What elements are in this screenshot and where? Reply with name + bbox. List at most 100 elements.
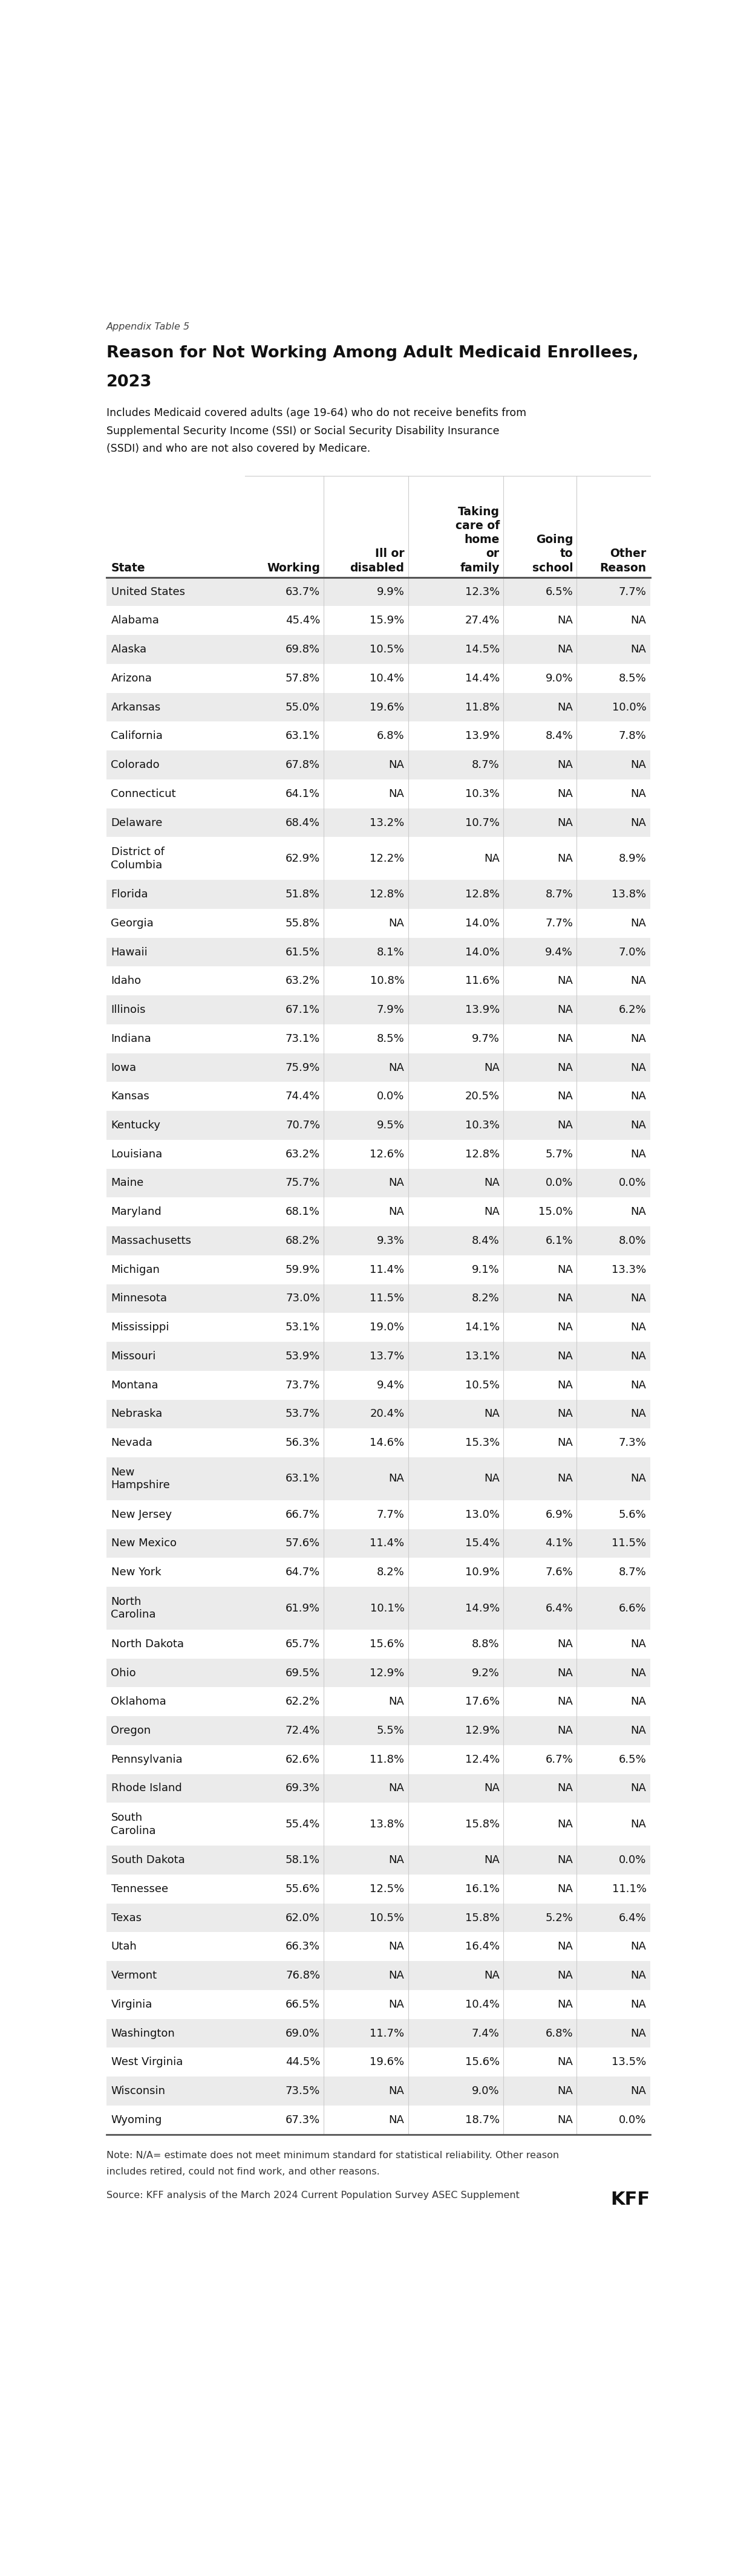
Text: NA: NA — [631, 644, 646, 654]
Bar — [106, 1226, 650, 1255]
Text: NA: NA — [557, 1999, 573, 2009]
Text: NA: NA — [557, 1698, 573, 1708]
Text: 19.6%: 19.6% — [370, 2056, 404, 2069]
Text: 66.7%: 66.7% — [286, 1510, 320, 1520]
Text: 62.2%: 62.2% — [286, 1698, 320, 1708]
Text: 62.6%: 62.6% — [286, 1754, 320, 1765]
Bar — [106, 966, 650, 994]
Text: 13.8%: 13.8% — [612, 889, 646, 899]
Text: NA: NA — [557, 1321, 573, 1332]
Text: 5.5%: 5.5% — [376, 1726, 404, 1736]
Text: 10.5%: 10.5% — [465, 1381, 500, 1391]
Text: 70.7%: 70.7% — [286, 1121, 320, 1131]
Text: 63.1%: 63.1% — [286, 732, 320, 742]
Text: 27.4%: 27.4% — [465, 616, 500, 626]
Text: 68.4%: 68.4% — [286, 817, 320, 827]
Text: 9.0%: 9.0% — [472, 2087, 500, 2097]
Text: 9.5%: 9.5% — [376, 1121, 404, 1131]
Text: Kentucky: Kentucky — [111, 1121, 161, 1131]
Text: Missouri: Missouri — [111, 1350, 156, 1363]
Text: 14.5%: 14.5% — [465, 644, 500, 654]
Bar — [106, 1314, 650, 1342]
Text: Includes Medicaid covered adults (age 19-64) who do not receive benefits from: Includes Medicaid covered adults (age 19… — [106, 407, 526, 420]
Text: NA: NA — [631, 1381, 646, 1391]
Text: 69.5%: 69.5% — [286, 1667, 320, 1680]
Text: 0.0%: 0.0% — [377, 1092, 404, 1103]
Bar — [106, 1687, 650, 1716]
Text: Idaho: Idaho — [111, 976, 141, 987]
Text: NA: NA — [631, 1121, 646, 1131]
Text: NA: NA — [557, 1667, 573, 1680]
Bar — [106, 1530, 650, 1558]
Text: 69.8%: 69.8% — [286, 644, 320, 654]
Text: Reason: Reason — [600, 562, 646, 574]
Text: 10.3%: 10.3% — [465, 788, 500, 799]
Text: NA: NA — [557, 788, 573, 799]
Text: 10.5%: 10.5% — [370, 644, 404, 654]
Bar — [106, 1139, 650, 1170]
Bar — [106, 1499, 650, 1530]
Bar — [106, 1803, 650, 1844]
Text: 12.8%: 12.8% — [465, 1149, 500, 1159]
Text: 8.1%: 8.1% — [377, 948, 404, 958]
Text: Maryland: Maryland — [111, 1206, 162, 1218]
Text: 13.8%: 13.8% — [370, 1819, 404, 1829]
Text: Montana: Montana — [111, 1381, 159, 1391]
Text: Kansas: Kansas — [111, 1092, 150, 1103]
Text: Maine: Maine — [111, 1177, 144, 1188]
Text: NA: NA — [557, 1409, 573, 1419]
Text: Appendix Table 5: Appendix Table 5 — [106, 322, 190, 332]
Text: 15.0%: 15.0% — [539, 1206, 573, 1218]
Text: 13.7%: 13.7% — [370, 1350, 404, 1363]
Text: 13.1%: 13.1% — [465, 1350, 500, 1363]
Text: 0.0%: 0.0% — [619, 1177, 646, 1188]
Text: NA: NA — [389, 1698, 404, 1708]
Bar — [106, 1631, 650, 1659]
Text: NA: NA — [389, 2115, 404, 2125]
Text: NA: NA — [557, 1819, 573, 1829]
Text: 62.0%: 62.0% — [286, 1911, 320, 1924]
Text: includes retired, could not find work, and other reasons.: includes retired, could not find work, a… — [106, 2166, 379, 2177]
Text: NA: NA — [631, 1783, 646, 1793]
Text: NA: NA — [389, 1855, 404, 1865]
Text: 73.1%: 73.1% — [286, 1033, 320, 1043]
Text: NA: NA — [557, 1437, 573, 1448]
Text: NA: NA — [389, 1971, 404, 1981]
Text: 16.4%: 16.4% — [465, 1942, 500, 1953]
Text: 66.5%: 66.5% — [286, 1999, 320, 2009]
Text: NA: NA — [557, 853, 573, 863]
Text: 63.7%: 63.7% — [286, 587, 320, 598]
Text: 15.3%: 15.3% — [465, 1437, 500, 1448]
Text: New: New — [111, 1466, 135, 1479]
Text: NA: NA — [557, 1726, 573, 1736]
Text: NA: NA — [631, 1061, 646, 1074]
Text: NA: NA — [557, 1638, 573, 1649]
Text: West Virginia: West Virginia — [111, 2056, 182, 2069]
Text: to: to — [560, 549, 573, 559]
Text: Carolina: Carolina — [111, 1610, 156, 1620]
Text: 8.5%: 8.5% — [618, 672, 646, 683]
Text: NA: NA — [631, 1726, 646, 1736]
Bar — [106, 2105, 650, 2136]
Text: 66.3%: 66.3% — [286, 1942, 320, 1953]
Text: California: California — [111, 732, 163, 742]
Text: Rhode Island: Rhode Island — [111, 1783, 182, 1793]
Text: NA: NA — [557, 1061, 573, 1074]
Text: NA: NA — [557, 1265, 573, 1275]
Text: Mississippi: Mississippi — [111, 1321, 170, 1332]
Text: 10.1%: 10.1% — [370, 1602, 404, 1613]
Text: 11.4%: 11.4% — [370, 1538, 404, 1548]
Text: NA: NA — [631, 1999, 646, 2009]
Text: 9.4%: 9.4% — [376, 1381, 404, 1391]
Text: NA: NA — [484, 1061, 500, 1074]
Text: 73.0%: 73.0% — [286, 1293, 320, 1303]
Text: 5.6%: 5.6% — [618, 1510, 646, 1520]
Bar — [106, 1775, 650, 1803]
Text: North Dakota: North Dakota — [111, 1638, 184, 1649]
Text: 68.2%: 68.2% — [286, 1236, 320, 1247]
Text: 55.0%: 55.0% — [286, 701, 320, 714]
Text: 8.2%: 8.2% — [472, 1293, 500, 1303]
Bar — [106, 1370, 650, 1399]
Text: 14.9%: 14.9% — [465, 1602, 500, 1613]
Bar — [106, 938, 650, 966]
